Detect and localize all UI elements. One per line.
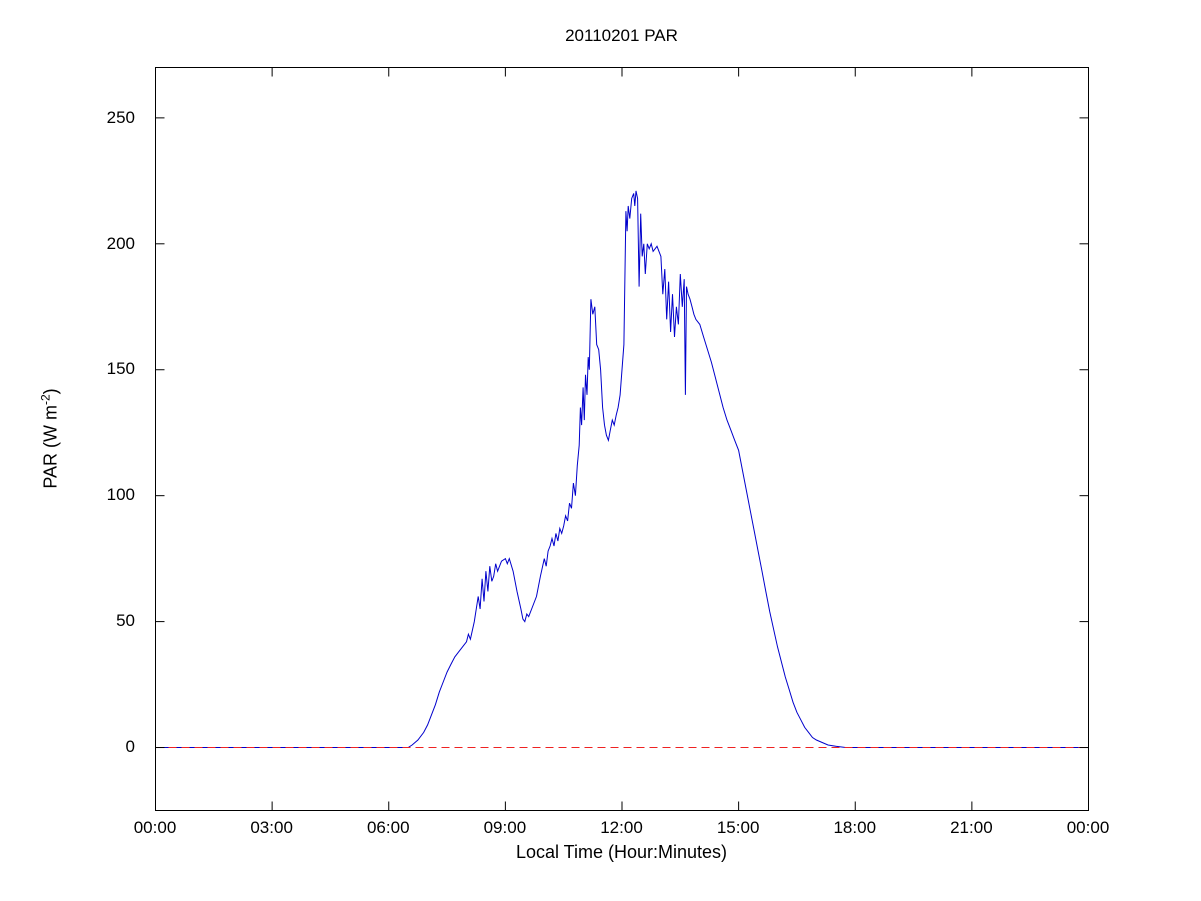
x-axis-ticks: 00:00 03:00 06:00 09:00 12:00 15:00 18:0… — [134, 818, 1110, 840]
x-tick-label: 12:00 — [600, 818, 643, 837]
chart-title: 20110201 PAR — [565, 26, 678, 45]
y-tick-label: 0 — [125, 737, 135, 756]
x-tick-label: 18:00 — [833, 818, 877, 837]
y-axis-label-text: PAR (W m-2) — [38, 388, 61, 489]
y-tick-label: 50 — [116, 611, 135, 630]
x-tick-label: 15:00 — [716, 818, 760, 837]
plot-svg — [155, 67, 1089, 811]
y-tick-label: 100 — [106, 485, 135, 504]
y-axis-ticks: 250 200 150 100 50 0 — [0, 67, 145, 810]
series-PAR — [155, 190, 1089, 748]
x-tick-label: 21:00 — [950, 818, 993, 837]
x-tick-label: 00:00 — [133, 818, 177, 837]
y-tick-label: 200 — [106, 234, 135, 253]
x-tick-label: 00:00 — [1066, 818, 1110, 837]
x-tick-label: 03:00 — [250, 818, 293, 837]
x-axis-label: Local Time (Hour:Minutes) — [515, 842, 728, 862]
x-tick-label: 06:00 — [366, 818, 410, 837]
x-tick-label: 09:00 — [483, 818, 527, 837]
y-tick-label: 250 — [106, 108, 135, 127]
axis-box — [155, 67, 1089, 811]
y-tick-label: 150 — [106, 359, 135, 378]
y-axis-label: PAR (W m-2) — [30, 67, 70, 810]
